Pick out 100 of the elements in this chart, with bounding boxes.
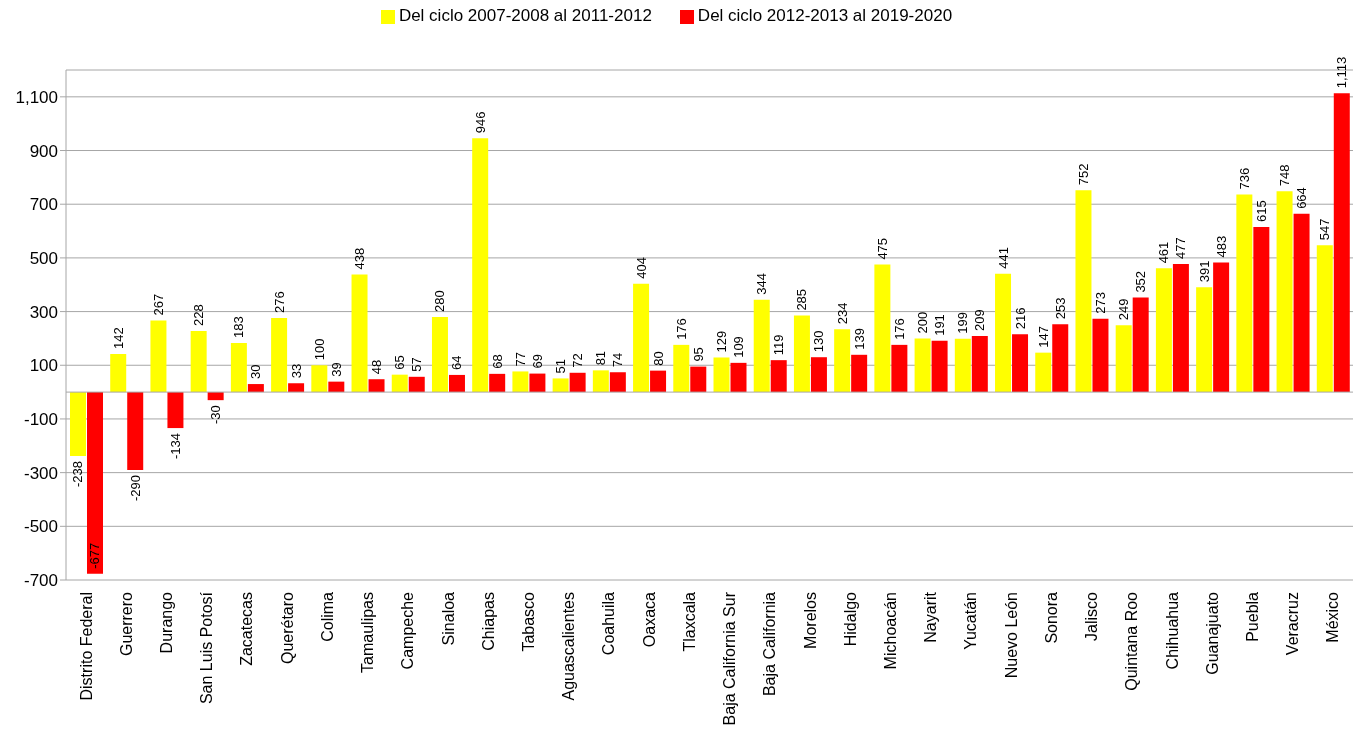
bar (1075, 190, 1092, 393)
x-tick-label: Coahuila (600, 591, 618, 656)
data-label: 51 (553, 358, 569, 374)
bar (609, 372, 626, 393)
bar (753, 299, 770, 393)
x-tick-label: Colima (318, 591, 336, 642)
data-label: -677 (87, 542, 103, 569)
bar (1012, 334, 1029, 393)
data-label: 752 (1075, 163, 1091, 186)
data-label: 547 (1317, 218, 1333, 241)
bar (1092, 318, 1109, 393)
x-tick-label: Zacatecas (238, 592, 256, 666)
bar (311, 365, 328, 393)
bar (810, 357, 827, 393)
data-label: 1,113 (1334, 56, 1350, 89)
y-tick-label: 500 (29, 248, 58, 268)
bar (931, 340, 948, 393)
bar (1276, 191, 1293, 393)
bar (288, 383, 305, 393)
bar (167, 392, 184, 429)
data-label: 139 (851, 328, 867, 350)
data-label: 253 (1052, 297, 1068, 320)
data-label: 234 (834, 302, 850, 325)
x-tick-label: Sinaloa (439, 591, 457, 646)
y-tick-label: 100 (29, 356, 58, 376)
x-tick-label: Veracruz (1284, 592, 1302, 656)
x-tick-label: Baja California (761, 591, 779, 697)
y-tick-label: -700 (23, 571, 58, 591)
x-tick-label: Yucatán (962, 592, 980, 650)
x-tick-label: Chiapas (479, 592, 497, 651)
data-label: 147 (1035, 325, 1051, 348)
bar (1132, 297, 1149, 393)
bar (995, 273, 1012, 393)
data-label: 276 (271, 291, 287, 314)
bar (448, 374, 465, 393)
x-tick-label: Guanajuato (1203, 591, 1221, 675)
bar (110, 353, 127, 393)
x-tick-label: Morelos (801, 592, 819, 649)
bar (834, 329, 851, 393)
bar (368, 379, 385, 393)
data-label: 100 (311, 338, 327, 361)
data-label: 80 (650, 351, 666, 366)
x-tick-label: Puebla (1243, 591, 1261, 642)
data-label: 130 (811, 330, 827, 353)
data-label: -290 (127, 474, 143, 501)
bar (408, 376, 425, 393)
bar (1115, 325, 1132, 393)
x-tick-label: México (1324, 591, 1342, 643)
x-tick-label: San Luis Potosí (198, 591, 216, 705)
bar (1155, 268, 1172, 393)
data-label: 267 (150, 293, 166, 316)
bar (127, 392, 144, 470)
data-label: 946 (472, 111, 488, 134)
legend-label: Del ciclo 2012-2013 al 2019-2020 (697, 6, 953, 25)
x-tick-label: Nayarit (922, 591, 940, 643)
bar (1035, 352, 1052, 393)
data-label: 404 (633, 256, 649, 279)
bar (472, 138, 489, 393)
x-tick-label: Aguascalientes (560, 592, 578, 701)
y-tick-label: -100 (23, 409, 58, 429)
bar (1253, 227, 1270, 393)
bar (351, 274, 368, 393)
data-label: 57 (409, 357, 425, 372)
bar (1236, 194, 1253, 393)
bar (730, 362, 747, 393)
y-tick-label: -500 (23, 517, 58, 537)
data-label: 200 (915, 311, 931, 334)
x-tick-label: Campeche (399, 591, 417, 670)
data-label: 176 (891, 318, 907, 340)
bar (512, 371, 529, 393)
data-label: 475 (874, 237, 890, 260)
bar (552, 378, 569, 393)
bar (1333, 93, 1350, 393)
data-label: 33 (288, 363, 304, 379)
data-label: 344 (754, 273, 770, 295)
data-label: 65 (392, 355, 408, 370)
data-label: 129 (714, 330, 729, 353)
data-label: 615 (1253, 200, 1269, 223)
bar (673, 344, 690, 393)
x-tick-label: Jalisco (1083, 591, 1101, 641)
data-label: 352 (1133, 270, 1149, 293)
data-label: 664 (1294, 187, 1310, 209)
bar (592, 370, 609, 393)
bar (1196, 287, 1213, 393)
x-tick-label: Michoacán (881, 592, 899, 670)
y-tick-label: 300 (29, 302, 58, 322)
data-label: 72 (570, 353, 586, 368)
bar (1293, 213, 1310, 393)
bar (569, 372, 586, 393)
bar (70, 392, 86, 456)
data-label: -238 (70, 460, 86, 488)
y-tick-label: 1,100 (15, 87, 58, 107)
data-label: 48 (369, 359, 385, 375)
bar (891, 344, 908, 393)
data-label: 183 (231, 316, 247, 338)
data-label: 391 (1196, 260, 1212, 283)
data-label: 748 (1277, 164, 1293, 187)
data-label: -30 (208, 405, 224, 424)
x-tick-label: Querétaro (278, 591, 296, 665)
bar (150, 320, 167, 393)
